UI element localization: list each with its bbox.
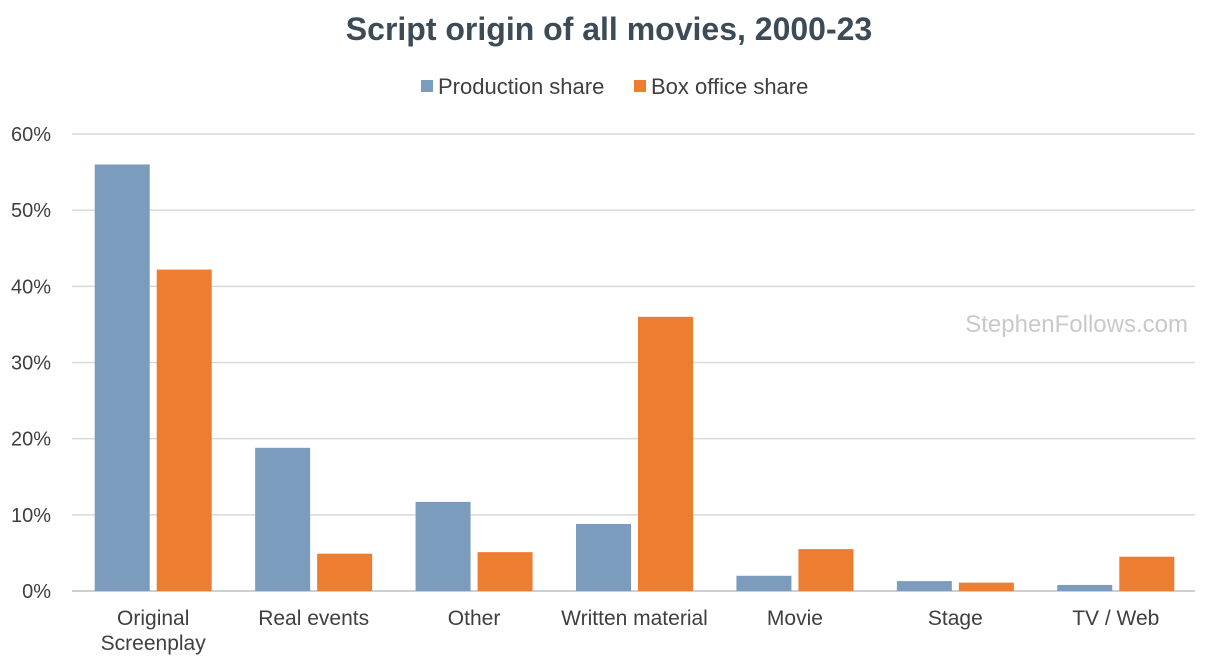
- bar-box-office-share: [958, 582, 1014, 591]
- bar-production-share: [1057, 584, 1113, 591]
- bar-box-office-share: [317, 553, 373, 591]
- bars: [94, 164, 1175, 591]
- y-tick-label: 40%: [11, 276, 51, 298]
- bar-box-office-share: [798, 549, 854, 591]
- y-axis: 0% 10% 20% 30% 40% 50% 60%: [11, 124, 51, 603]
- legend-label-box-office: Box office share: [651, 74, 808, 99]
- x-category-label: Original: [117, 607, 189, 630]
- bar-box-office-share: [1119, 556, 1175, 591]
- legend: Production share Box office share: [421, 74, 808, 99]
- bar-box-office-share: [156, 269, 212, 591]
- bar-box-office-share: [477, 552, 533, 591]
- bar-box-office-share: [638, 316, 693, 591]
- y-tick-label: 50%: [11, 200, 51, 222]
- legend-swatch-box-office: [634, 80, 646, 92]
- chart-title: Script origin of all movies, 2000-23: [346, 11, 872, 47]
- y-tick-label: 10%: [11, 505, 51, 527]
- bar-production-share: [896, 581, 952, 591]
- x-category-label: Screenplay: [101, 632, 207, 655]
- x-category-label: Other: [448, 607, 501, 630]
- bar-production-share: [255, 447, 311, 591]
- gridlines: [72, 133, 1195, 592]
- bar-production-share: [576, 523, 631, 591]
- x-category-label: TV / Web: [1072, 607, 1159, 630]
- bar-production-share: [415, 501, 471, 591]
- x-category-label: Written material: [561, 607, 708, 630]
- watermark-text: StephenFollows.com: [965, 311, 1188, 338]
- legend-label-production: Production share: [438, 74, 604, 99]
- x-category-label: Real events: [258, 607, 369, 630]
- y-tick-label: 0%: [22, 581, 51, 603]
- y-tick-label: 60%: [11, 124, 51, 146]
- y-tick-label: 20%: [11, 429, 51, 451]
- y-tick-label: 30%: [11, 353, 51, 375]
- legend-swatch-production: [421, 80, 433, 92]
- bar-production-share: [736, 575, 792, 591]
- x-category-label: Movie: [767, 607, 823, 630]
- bar-production-share: [94, 164, 150, 591]
- x-category-label: Stage: [928, 607, 983, 630]
